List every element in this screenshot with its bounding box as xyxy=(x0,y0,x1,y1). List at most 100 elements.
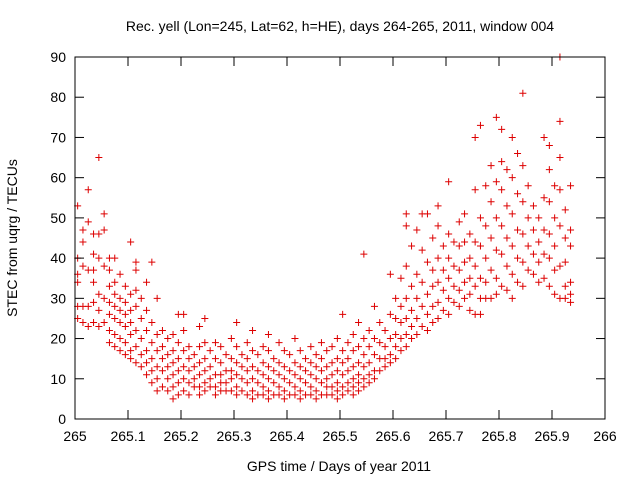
data-point xyxy=(445,178,453,186)
data-point xyxy=(121,351,129,359)
data-point xyxy=(514,190,522,198)
data-point xyxy=(386,359,394,367)
data-point xyxy=(116,294,124,302)
data-point xyxy=(190,351,198,359)
data-point xyxy=(137,335,145,343)
data-point xyxy=(370,351,378,359)
y-tick-label: 80 xyxy=(50,89,66,105)
data-point xyxy=(127,347,135,355)
data-point xyxy=(381,355,389,363)
data-point xyxy=(519,230,527,238)
data-point xyxy=(349,363,357,371)
data-point xyxy=(476,274,484,282)
data-point xyxy=(90,318,98,326)
data-point xyxy=(344,367,352,375)
data-point xyxy=(455,242,463,250)
data-point xyxy=(450,298,458,306)
data-point xyxy=(201,379,209,387)
data-point xyxy=(466,290,474,298)
data-point xyxy=(79,262,87,270)
data-point xyxy=(185,343,193,351)
data-point xyxy=(423,290,431,298)
data-point xyxy=(280,363,288,371)
data-point xyxy=(413,294,421,302)
data-point xyxy=(275,391,283,399)
data-point xyxy=(296,395,304,403)
data-point xyxy=(201,314,209,322)
data-point xyxy=(238,351,246,359)
data-point xyxy=(519,162,527,170)
data-point xyxy=(296,387,304,395)
data-point xyxy=(227,387,235,395)
data-point xyxy=(317,355,325,363)
data-point xyxy=(567,226,575,234)
y-tick-label: 10 xyxy=(50,371,66,387)
data-point xyxy=(333,387,341,395)
data-point xyxy=(551,266,559,274)
data-point xyxy=(116,335,124,343)
data-point xyxy=(360,250,368,258)
data-point xyxy=(551,290,559,298)
data-point xyxy=(132,286,140,294)
data-point xyxy=(471,186,479,194)
data-point xyxy=(79,226,87,234)
data-point xyxy=(233,371,241,379)
y-tick-label: 90 xyxy=(50,49,66,65)
data-point xyxy=(349,391,357,399)
data-point xyxy=(127,238,135,246)
data-point xyxy=(317,379,325,387)
data-point xyxy=(264,375,272,383)
data-point xyxy=(307,343,315,351)
y-axis: 0 10 20 30 40 50 60 70 80 90 xyxy=(50,49,605,427)
data-point xyxy=(524,266,532,274)
x-tick-label: 265 xyxy=(63,428,87,444)
data-point xyxy=(487,294,495,302)
data-point xyxy=(196,322,204,330)
x-tick-label: 265.1 xyxy=(110,428,145,444)
data-point xyxy=(227,355,235,363)
data-point xyxy=(434,202,442,210)
data-point xyxy=(519,258,527,266)
data-point xyxy=(450,262,458,270)
data-point xyxy=(196,343,204,351)
data-point xyxy=(514,226,522,234)
x-axis: 265 265.1 265.2 265.3 265.4 265.5 265.6 265.7 26… xyxy=(63,57,617,444)
data-point xyxy=(100,294,108,302)
data-point xyxy=(492,290,500,298)
data-point xyxy=(137,363,145,371)
data-point xyxy=(328,343,336,351)
data-point xyxy=(164,363,172,371)
data-point xyxy=(492,113,500,121)
data-point xyxy=(105,339,113,347)
data-point xyxy=(174,355,182,363)
data-point xyxy=(153,331,161,339)
data-point xyxy=(196,371,204,379)
data-point xyxy=(402,210,410,218)
data-point xyxy=(249,375,257,383)
plot-area xyxy=(74,53,575,403)
data-point xyxy=(339,371,347,379)
data-point xyxy=(450,282,458,290)
data-point xyxy=(249,387,257,395)
data-point xyxy=(127,290,135,298)
data-point xyxy=(312,351,320,359)
data-point xyxy=(408,335,416,343)
data-point xyxy=(275,339,283,347)
data-point xyxy=(164,375,172,383)
data-point xyxy=(280,387,288,395)
data-point xyxy=(275,383,283,391)
data-point xyxy=(344,379,352,387)
data-point xyxy=(524,214,532,222)
data-point xyxy=(132,359,140,367)
data-point xyxy=(280,375,288,383)
data-point xyxy=(535,278,543,286)
data-point xyxy=(275,371,283,379)
data-point xyxy=(471,133,479,141)
data-point xyxy=(519,89,527,97)
data-point xyxy=(524,242,532,250)
data-point xyxy=(540,194,548,202)
data-point xyxy=(286,351,294,359)
data-point xyxy=(174,379,182,387)
data-point xyxy=(561,294,569,302)
data-point xyxy=(169,371,177,379)
